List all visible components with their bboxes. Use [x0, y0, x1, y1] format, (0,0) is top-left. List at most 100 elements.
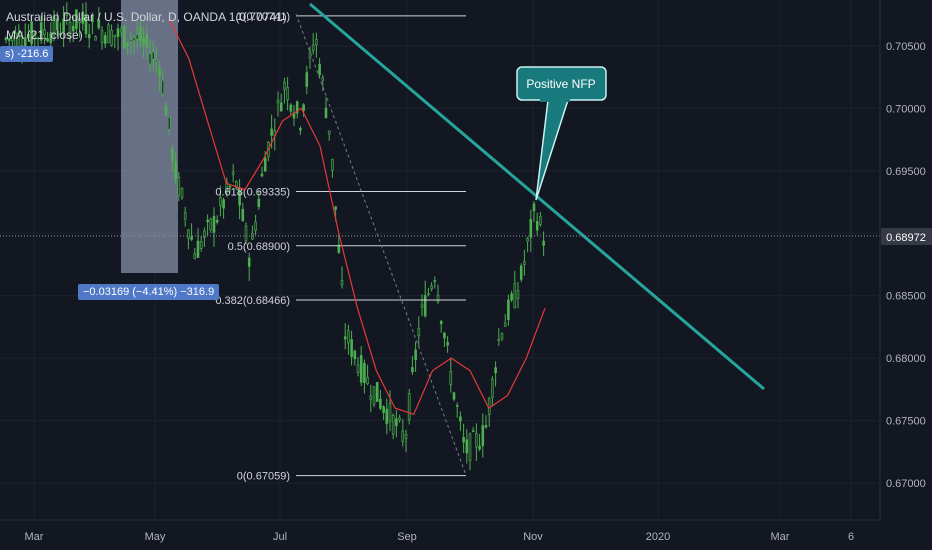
candle-body	[235, 181, 238, 189]
candle-body	[119, 29, 123, 33]
candle-body	[97, 19, 101, 29]
candle-body	[340, 280, 344, 286]
candle-body	[116, 28, 120, 37]
candle-body	[283, 81, 286, 90]
price-tick-label: 0.68000	[886, 353, 926, 365]
candle-body	[52, 16, 56, 35]
candle-body	[478, 445, 481, 450]
candle-body	[263, 157, 267, 172]
ma-indicator-title[interactable]: MA (21, close)	[6, 28, 83, 42]
left-value-badge: s) -216.6	[0, 46, 54, 62]
candle-body	[532, 203, 536, 212]
candle-body	[212, 215, 216, 233]
candle-body	[407, 393, 411, 421]
candle-body	[359, 355, 363, 383]
fib-diagonal	[295, 13, 467, 476]
candle-body	[375, 381, 379, 402]
candle-body	[199, 241, 203, 249]
candle-body	[388, 403, 392, 422]
candle-body	[420, 304, 424, 308]
candle-body	[39, 22, 43, 41]
candle-body	[183, 212, 187, 220]
candle-body	[500, 333, 504, 339]
candle-body	[503, 322, 507, 327]
candle-body	[167, 116, 171, 130]
candle-body	[46, 38, 49, 42]
candle-body	[385, 408, 389, 425]
price-axis[interactable]: 0.705000.700000.695000.690000.685000.680…	[886, 41, 926, 490]
price-tick-label: 0.68500	[886, 291, 926, 303]
candle-body	[4, 37, 8, 41]
candle-body	[289, 104, 293, 112]
candle-body	[75, 9, 78, 29]
candle-body	[523, 261, 526, 265]
candle-body	[110, 30, 113, 46]
candle-body	[87, 34, 91, 39]
candle-body	[129, 39, 133, 42]
candle-body	[158, 67, 161, 77]
candles	[4, 2, 545, 471]
symbol-title[interactable]: Australian Dollar / U.S. Dollar, D, OAND…	[6, 10, 287, 24]
candle-body	[507, 299, 510, 320]
time-tick-label: Sep	[397, 531, 417, 543]
candle-body	[315, 39, 318, 46]
chart-legend: Australian Dollar / U.S. Dollar, D, OAND…	[6, 8, 287, 44]
candle-body	[65, 13, 69, 16]
candle-body	[62, 18, 65, 33]
candle-body	[228, 185, 232, 188]
candle-body	[519, 265, 523, 280]
candle-body	[369, 395, 373, 400]
candle-body	[100, 30, 104, 43]
candle-body	[279, 102, 283, 112]
candle-body	[471, 430, 475, 433]
candle-body	[379, 398, 382, 409]
candle-body	[270, 128, 273, 136]
candle-body	[334, 206, 337, 210]
candle-body	[484, 425, 488, 428]
candle-body	[7, 38, 11, 41]
candle-body	[132, 37, 136, 41]
candle-body	[481, 425, 485, 446]
candle-body	[161, 79, 165, 95]
candle-body	[135, 34, 139, 40]
callout-text: Positive NFP	[526, 77, 595, 91]
time-axis[interactable]: Mar May Jul Sep Nov 2020 Mar 6	[25, 531, 855, 543]
candle-body	[494, 367, 497, 374]
candle-body	[30, 21, 33, 45]
candle-body	[203, 230, 206, 238]
left-value: -216.6	[17, 48, 49, 60]
candle-body	[459, 416, 462, 422]
fib-level-label: 0.618(0.69335)	[215, 186, 290, 198]
candle-body	[411, 367, 414, 373]
candle-body	[363, 362, 366, 383]
candle-body	[155, 59, 158, 63]
candle-body	[206, 219, 209, 223]
ma-line	[169, 20, 546, 416]
fib-retracement: 1(0.70741) 0.618(0.69335) 0.5(0.68900) 0.38…	[215, 11, 466, 483]
candle-body	[81, 11, 85, 24]
candle-body	[123, 25, 126, 49]
candle-body	[151, 51, 155, 60]
candle-body	[372, 386, 376, 405]
price-tick-label: 0.69500	[886, 166, 926, 178]
candle-body	[180, 188, 184, 198]
candle-body	[455, 405, 459, 407]
measure-badge: −0.03169 (−4.41%) −316.9	[78, 284, 220, 300]
current-price-badge	[881, 228, 932, 245]
candle-body	[84, 15, 88, 35]
candle-body	[391, 414, 395, 435]
candle-body	[449, 371, 453, 385]
time-tick-label: Nov	[523, 531, 543, 543]
candle-body	[257, 198, 261, 208]
candle-body	[353, 350, 357, 360]
candle-body	[539, 216, 542, 225]
callout-positive-nfp[interactable]: Positive NFP	[516, 66, 607, 201]
candle-body	[43, 29, 46, 36]
fib-level-label: 1(0.70741)	[237, 11, 290, 23]
candle-body	[302, 104, 305, 111]
candle-body	[433, 280, 437, 282]
candle-body	[27, 33, 30, 39]
candle-body	[139, 27, 142, 42]
candle-body	[468, 433, 472, 461]
